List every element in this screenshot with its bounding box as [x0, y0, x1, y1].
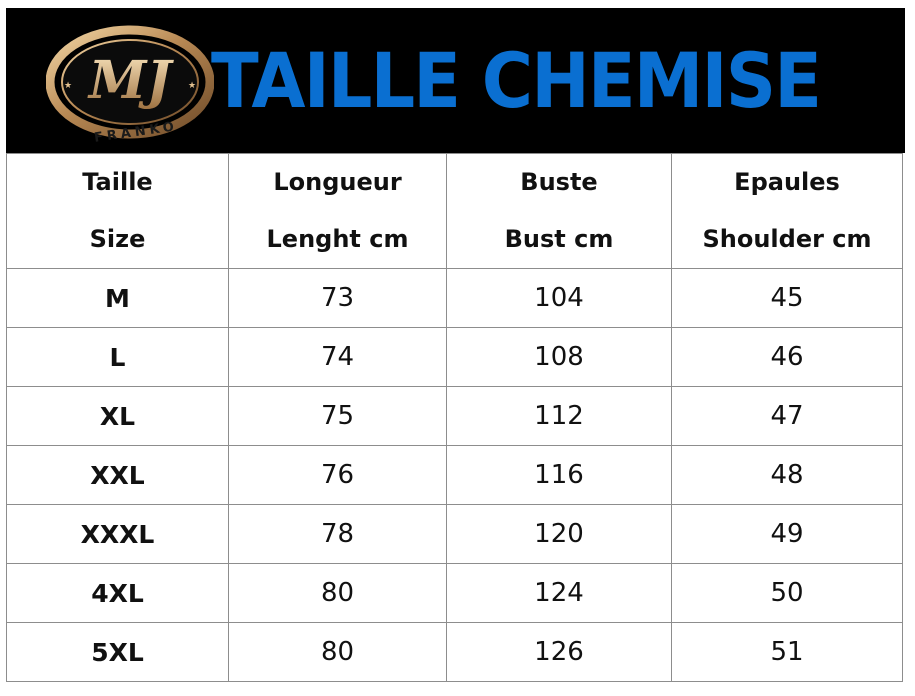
table-row: 4XL 80 124 50 [6, 563, 903, 623]
size-cell: 5XL [6, 622, 229, 682]
table-row: M 73 104 45 [6, 268, 903, 328]
bust-cell: 126 [446, 622, 672, 682]
table-header-row: Taille Size Longueur Lenght cm Buste Bus… [6, 153, 903, 269]
header-bust-fr: Buste [520, 168, 598, 196]
svg-text:★: ★ [188, 81, 196, 91]
shoulder-cell: 47 [671, 386, 903, 446]
shoulder-cell: 46 [671, 327, 903, 387]
header-length-en: Lenght cm [266, 225, 409, 253]
length-cell: 80 [228, 622, 447, 682]
table-row: XXL 76 116 48 [6, 445, 903, 505]
size-table: Taille Size Longueur Lenght cm Buste Bus… [6, 153, 903, 682]
length-cell: 76 [228, 445, 447, 505]
logo-monogram: MJ [87, 50, 175, 111]
bust-cell: 104 [446, 268, 672, 328]
header-length: Longueur Lenght cm [228, 153, 447, 269]
mj-franko-logo-icon: MJ FRANKO ★ ★ [46, 25, 214, 142]
length-cell: 74 [228, 327, 447, 387]
header-shoulder-en: Shoulder cm [702, 225, 872, 253]
shoulder-cell: 45 [671, 268, 903, 328]
header-banner: MJ FRANKO ★ ★ TAILLE CHEMISE [6, 8, 905, 153]
bust-cell: 124 [446, 563, 672, 623]
length-cell: 78 [228, 504, 447, 564]
header-size: Taille Size [6, 153, 229, 269]
size-cell: XL [6, 386, 229, 446]
length-cell: 73 [228, 268, 447, 328]
table-row: XL 75 112 47 [6, 386, 903, 446]
table-row: XXXL 78 120 49 [6, 504, 903, 564]
header-shoulder-fr: Epaules [734, 168, 840, 196]
bust-cell: 108 [446, 327, 672, 387]
shoulder-cell: 51 [671, 622, 903, 682]
header-size-fr: Taille [82, 168, 153, 196]
table-row: L 74 108 46 [6, 327, 903, 387]
header-shoulder: Epaules Shoulder cm [671, 153, 903, 269]
bust-cell: 120 [446, 504, 672, 564]
shoulder-cell: 50 [671, 563, 903, 623]
size-cell: M [6, 268, 229, 328]
size-cell: L [6, 327, 229, 387]
header-bust-en: Bust cm [504, 225, 614, 253]
size-cell: XXXL [6, 504, 229, 564]
header-size-en: Size [89, 225, 146, 253]
table-row: 5XL 80 126 51 [6, 622, 903, 682]
bust-cell: 116 [446, 445, 672, 505]
bust-cell: 112 [446, 386, 672, 446]
length-cell: 80 [228, 563, 447, 623]
header-bust: Buste Bust cm [446, 153, 672, 269]
svg-text:★: ★ [64, 81, 72, 91]
size-cell: XXL [6, 445, 229, 505]
shoulder-cell: 48 [671, 445, 903, 505]
page-title: TAILLE CHEMISE [211, 36, 822, 125]
length-cell: 75 [228, 386, 447, 446]
size-cell: 4XL [6, 563, 229, 623]
header-length-fr: Longueur [273, 168, 402, 196]
shoulder-cell: 49 [671, 504, 903, 564]
